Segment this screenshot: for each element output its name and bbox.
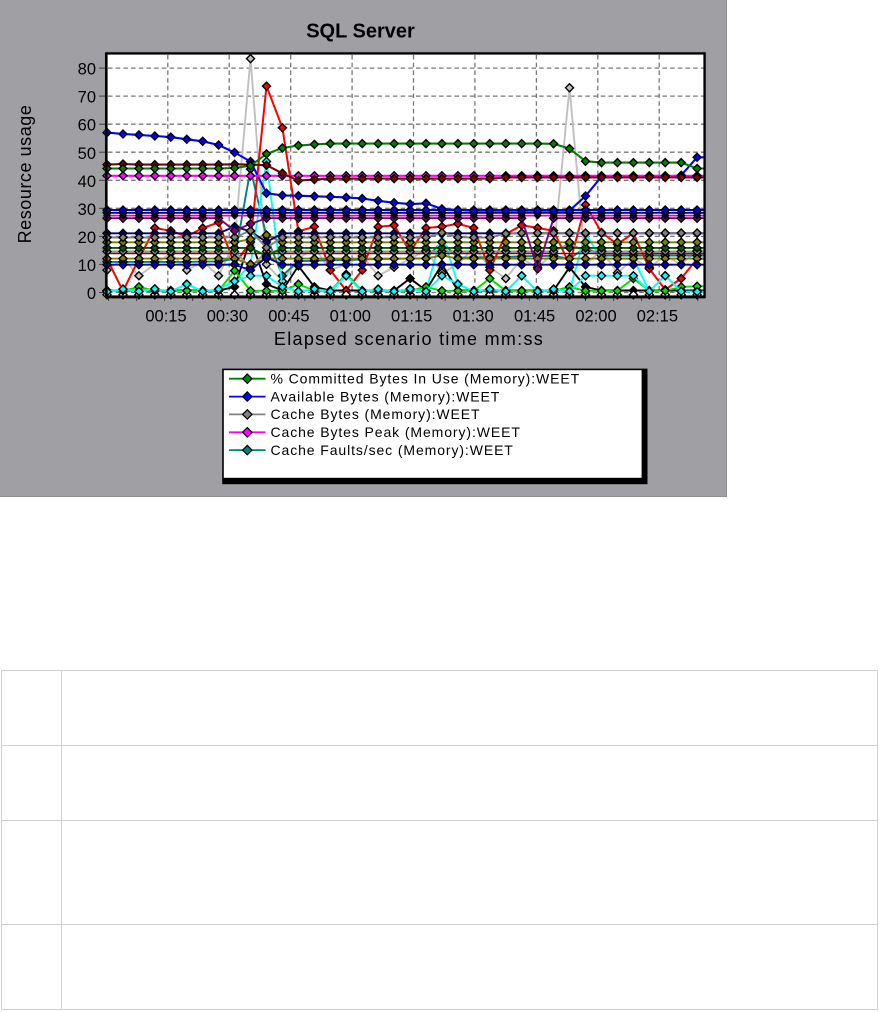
svg-text:80: 80 [78, 61, 96, 79]
svg-text:Available Bytes (Memory):WEET: Available Bytes (Memory):WEET [271, 388, 501, 404]
svg-text:00:45: 00:45 [268, 308, 309, 326]
svg-text:50: 50 [78, 145, 96, 163]
svg-text:Resource usage: Resource usage [15, 105, 35, 244]
svg-text:40: 40 [78, 173, 96, 191]
svg-text:Cache Faults/sec (Memory):WEET: Cache Faults/sec (Memory):WEET [271, 442, 514, 458]
svg-text:% Committed Bytes In Use (Memo: % Committed Bytes In Use (Memory):WEET [271, 371, 581, 387]
svg-text:60: 60 [78, 117, 96, 135]
svg-text:00:30: 00:30 [207, 308, 248, 326]
svg-text:00:15: 00:15 [145, 308, 186, 326]
svg-text:02:00: 02:00 [575, 308, 616, 326]
svg-text:Cache Bytes Peak (Memory):WEET: Cache Bytes Peak (Memory):WEET [271, 424, 521, 440]
svg-text:10: 10 [78, 257, 96, 275]
svg-text:01:00: 01:00 [330, 308, 371, 326]
svg-text:01:30: 01:30 [452, 308, 493, 326]
svg-text:01:15: 01:15 [391, 308, 432, 326]
svg-text:30: 30 [78, 201, 96, 219]
svg-text:20: 20 [78, 229, 96, 247]
svg-text:0: 0 [87, 285, 96, 303]
svg-text:01:45: 01:45 [514, 308, 555, 326]
svg-text:Cache Bytes (Memory):WEET: Cache Bytes (Memory):WEET [271, 406, 481, 422]
svg-text:02:15: 02:15 [637, 308, 678, 326]
svg-text:70: 70 [78, 89, 96, 107]
svg-text:Elapsed scenario time mm:ss: Elapsed scenario time mm:ss [274, 329, 544, 349]
svg-text:SQL Server: SQL Server [306, 21, 415, 43]
